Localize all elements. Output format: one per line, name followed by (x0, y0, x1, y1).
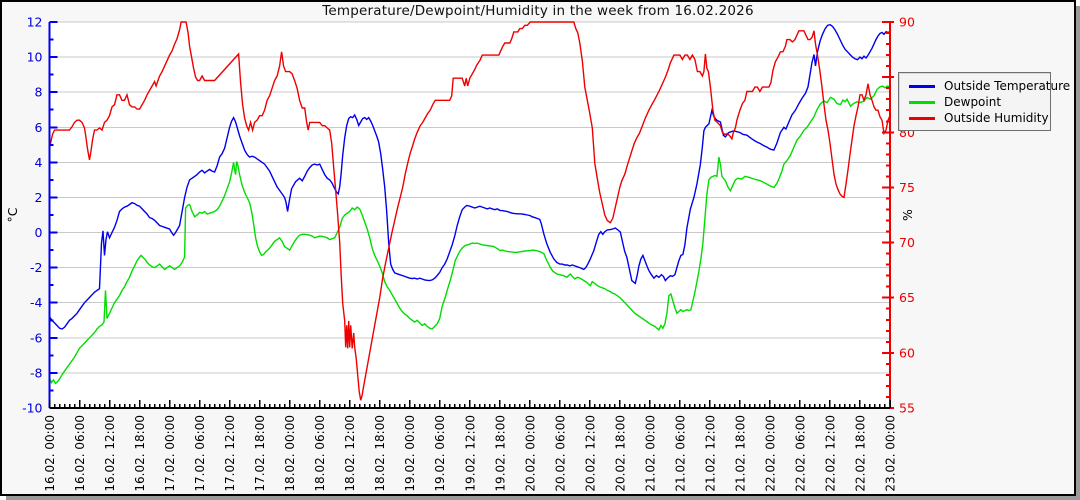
y-left-tick-label: 0 (35, 225, 43, 240)
dewpoint-line-swatch-icon (909, 100, 935, 104)
legend-label: Outside Humidity (944, 111, 1049, 125)
x-tick-label: 18.02. 18:00 (373, 415, 387, 492)
plot-area (49, 22, 890, 408)
y-left-tick-label: 8 (35, 85, 43, 100)
series-outside-humidity (49, 21, 890, 401)
x-tick-label: 22.02. 18:00 (853, 415, 867, 492)
x-tick-label: 17.02. 18:00 (253, 415, 267, 492)
y-right-tick-label: 55 (899, 401, 915, 416)
legend-label: Dewpoint (944, 95, 1002, 109)
x-tick-label: 21.02. 12:00 (703, 415, 717, 492)
y-right-tick-label: 65 (899, 290, 915, 305)
y-right-tick-label: 60 (899, 345, 915, 360)
x-tick-label: 16.02. 12:00 (103, 415, 117, 492)
legend-item-humidity: Outside Humidity (899, 110, 1050, 126)
x-tick-label: 18.02. 12:00 (343, 415, 357, 492)
legend-item-temperature: Outside Temperature (899, 78, 1070, 94)
y-right-axis-title: % (900, 209, 915, 221)
x-tick-label: 16.02. 18:00 (133, 415, 147, 492)
x-tick-label: 18.02. 06:00 (313, 415, 327, 492)
temperature-line-swatch-icon (909, 84, 935, 88)
x-tick-label: 16.02. 06:00 (73, 415, 87, 492)
series-dewpoint (49, 85, 890, 385)
x-tick-label: 20.02. 12:00 (583, 415, 597, 492)
y-left-tick-label: 4 (35, 155, 43, 170)
y-left-tick-label: -2 (30, 260, 42, 275)
y-left-tick-label: -4 (30, 295, 43, 310)
x-tick-label: 19.02. 18:00 (493, 415, 507, 492)
y-right-tick-label: 75 (899, 180, 915, 195)
y-left-axis-title: °C (5, 207, 20, 222)
y-left-tick-label: -10 (22, 401, 42, 416)
x-tick-label: 20.02. 00:00 (523, 415, 537, 492)
series-outside-temperature (49, 23, 890, 330)
window-shadow-bottom (6, 496, 1080, 500)
chart-title: Temperature/Dewpoint/Humidity in the wee… (322, 3, 754, 19)
legend-item-dewpoint: Dewpoint (899, 94, 1050, 110)
legend-label: Outside Temperature (944, 79, 1071, 93)
y-left-tick-label: 12 (27, 15, 43, 30)
x-tick-label: 17.02. 12:00 (223, 415, 237, 492)
humidity-line-swatch-icon (909, 116, 935, 120)
x-tick-label: 17.02. 06:00 (193, 415, 207, 492)
x-tick-label: 20.02. 06:00 (553, 415, 567, 492)
x-tick-label: 17.02. 00:00 (163, 415, 177, 492)
y-right-tick-label: 70 (899, 235, 915, 250)
y-left-tick-label: -6 (30, 330, 43, 345)
x-tick-label: 20.02. 18:00 (613, 415, 627, 492)
x-tick-label: 19.02. 00:00 (403, 415, 417, 492)
y-left-tick-label: 6 (35, 120, 43, 135)
x-tick-label: 16.02. 00:00 (43, 415, 57, 492)
window-shadow-right (1076, 6, 1080, 500)
x-tick-label: 21.02. 06:00 (673, 415, 687, 492)
x-tick-label: 22.02. 00:00 (763, 415, 777, 492)
x-tick-label: 22.02. 12:00 (823, 415, 837, 492)
x-tick-label: 19.02. 06:00 (433, 415, 447, 492)
legend: Outside Temperature Dewpoint Outside Hum… (898, 72, 1070, 131)
x-tick-label: 22.02. 06:00 (793, 415, 807, 492)
y-left-tick-label: 10 (27, 50, 43, 65)
y-right-tick-label: 90 (899, 15, 915, 30)
x-tick-label: 18.02. 00:00 (283, 415, 297, 492)
x-tick-label: 21.02. 18:00 (733, 415, 747, 492)
x-tick-label: 21.02. 00:00 (643, 415, 657, 492)
y-left-tick-label: -8 (30, 365, 43, 380)
y-left-tick-label: 2 (35, 190, 43, 205)
x-tick-label: 23.02. 00:00 (884, 415, 898, 492)
x-tick-label: 19.02. 12:00 (463, 415, 477, 492)
